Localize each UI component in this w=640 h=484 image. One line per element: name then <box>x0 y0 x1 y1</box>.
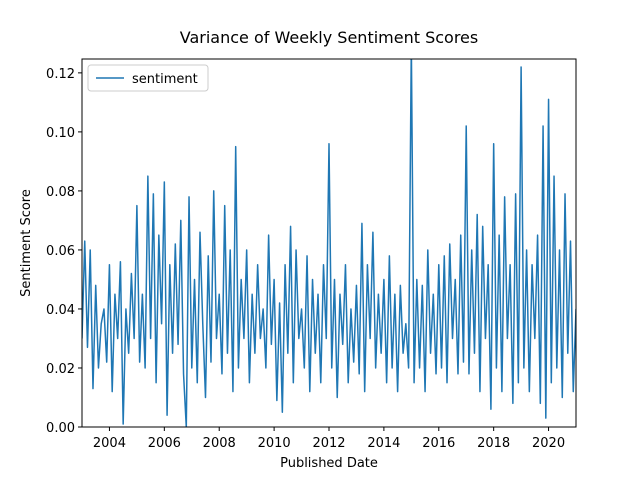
legend-label: sentiment <box>132 72 198 87</box>
x-tick-label: 2016 <box>422 436 455 451</box>
x-tick-label: 2020 <box>532 436 565 451</box>
y-axis-label: Sentiment Score <box>19 189 34 297</box>
y-tick-label: 0.12 <box>46 67 75 82</box>
y-tick-label: 0.00 <box>46 421 75 436</box>
y-tick-label: 0.04 <box>46 303 75 318</box>
x-axis-label: Published Date <box>280 456 378 471</box>
plot-frame <box>81 58 577 428</box>
y-tick-label: 0.10 <box>46 126 75 141</box>
x-tick-label: 2018 <box>477 436 510 451</box>
y-tick-label: 0.08 <box>46 185 75 200</box>
y-tick-label: 0.06 <box>46 244 75 259</box>
x-tick-label: 2010 <box>258 436 291 451</box>
x-tick-label: 2008 <box>203 436 236 451</box>
legend-box <box>87 64 209 92</box>
chart-title: Variance of Weekly Sentiment Scores <box>180 28 478 47</box>
x-tick-label: 2004 <box>93 436 126 451</box>
x-tick-label: 2006 <box>148 436 181 451</box>
x-tick-label: 2012 <box>312 436 345 451</box>
y-tick-label: 0.02 <box>46 362 75 377</box>
x-tick-label: 2014 <box>367 436 400 451</box>
data-line <box>82 59 576 427</box>
plot-area <box>82 59 576 427</box>
